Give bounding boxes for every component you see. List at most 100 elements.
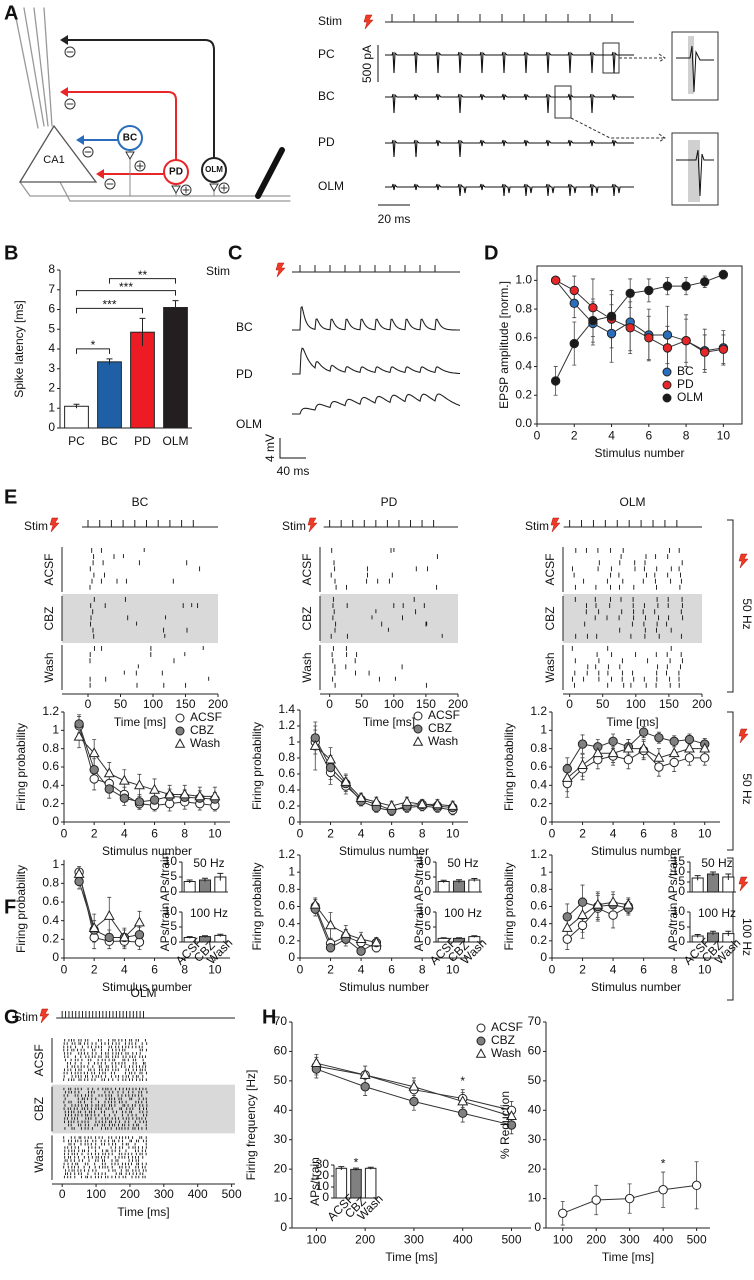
olm-soma bbox=[201, 157, 227, 183]
marker bbox=[700, 277, 710, 287]
x-axis-label: Stimulus number bbox=[339, 980, 429, 994]
spikes bbox=[90, 597, 199, 639]
trace-label: PD bbox=[318, 135, 335, 149]
marker bbox=[607, 896, 619, 907]
condition-shading bbox=[563, 594, 702, 643]
y-tick-label: 70 bbox=[528, 1014, 542, 1028]
y-tick-label: 10 bbox=[418, 904, 432, 918]
error-bar bbox=[172, 300, 179, 315]
y-axis-label: Firing probability bbox=[502, 862, 516, 950]
bar bbox=[452, 880, 466, 893]
bracket bbox=[727, 711, 734, 851]
bar bbox=[468, 879, 481, 893]
x-tick-label: 400 bbox=[653, 1232, 673, 1246]
y-tick-label: 1.2 bbox=[42, 704, 59, 718]
x-tick-label: 500 bbox=[501, 1232, 521, 1246]
marker bbox=[622, 898, 634, 909]
panel-a-diagram bbox=[13, 7, 291, 202]
stim-label: Stim bbox=[525, 519, 549, 533]
x-tick-label: 4 bbox=[608, 428, 615, 442]
x-tick-label: 2 bbox=[91, 962, 98, 976]
marker bbox=[103, 767, 115, 778]
marker bbox=[134, 797, 145, 807]
marker bbox=[355, 933, 367, 943]
x-tick-label: 200 bbox=[120, 1187, 140, 1201]
y-tick-label: 1 bbox=[288, 734, 295, 748]
legend-marker bbox=[662, 393, 672, 403]
category-label: OLM bbox=[162, 434, 188, 448]
error-bar bbox=[694, 875, 701, 881]
decoration bbox=[602, 42, 620, 74]
bar bbox=[183, 881, 196, 893]
x-tick-label: 10 bbox=[208, 826, 222, 840]
y-axis-label: APs/train bbox=[158, 903, 172, 952]
marker bbox=[506, 1120, 517, 1130]
error-bar bbox=[725, 930, 732, 936]
y-tick-label: 3 bbox=[48, 361, 55, 375]
bar bbox=[350, 1168, 362, 1199]
y-tick-label: 10 bbox=[274, 1191, 288, 1205]
panel-label: H bbox=[262, 1006, 276, 1028]
marker bbox=[325, 762, 336, 773]
series-line bbox=[555, 280, 724, 352]
inset-title: 100 Hz bbox=[698, 906, 736, 920]
series-line bbox=[566, 749, 705, 784]
x-tick-label: 8 bbox=[683, 428, 690, 442]
x-tick-label: 200 bbox=[448, 697, 468, 711]
y-tick-label: 5 bbox=[170, 919, 177, 933]
error-bar bbox=[186, 936, 193, 939]
legend-label: Wash bbox=[428, 734, 458, 748]
condition-label: ACSF bbox=[32, 1044, 46, 1076]
x-tick-label: 2 bbox=[579, 826, 586, 840]
error-bar bbox=[217, 933, 224, 937]
marker bbox=[662, 281, 673, 291]
marker bbox=[562, 934, 572, 944]
x-tick-label: 150 bbox=[416, 697, 436, 711]
legend-marker bbox=[412, 736, 424, 746]
condition-label: Wash bbox=[300, 652, 314, 682]
error-bar bbox=[217, 872, 224, 881]
y-tick-label: 20 bbox=[274, 1161, 288, 1175]
series-line bbox=[314, 737, 453, 812]
x-tick-label: 300 bbox=[154, 1187, 174, 1201]
condition-label: CBZ bbox=[32, 1097, 46, 1121]
marker bbox=[340, 775, 352, 786]
y-tick-label: 0 bbox=[170, 884, 177, 898]
legend-label: PD bbox=[677, 377, 694, 391]
legend-marker bbox=[475, 1048, 487, 1058]
x-tick-label: 200 bbox=[692, 697, 712, 711]
legend-label: ACSF bbox=[491, 1020, 523, 1034]
category-label: BC bbox=[101, 434, 118, 448]
marker bbox=[386, 799, 398, 810]
legend-marker bbox=[662, 367, 672, 377]
marker bbox=[74, 876, 84, 887]
condition-label: ACSF bbox=[300, 553, 314, 585]
marker bbox=[179, 788, 191, 799]
stim-icon bbox=[49, 517, 60, 533]
y-axis-label: APs/train bbox=[308, 1157, 322, 1206]
y-tick-label: 1.2 bbox=[278, 718, 295, 732]
x-tick-label: 6 bbox=[640, 826, 647, 840]
y-tick-label: 7 bbox=[48, 282, 55, 296]
marker bbox=[325, 919, 337, 930]
marker bbox=[569, 285, 579, 296]
cell-label: OLM bbox=[205, 165, 223, 174]
condition-label: Wash bbox=[32, 1143, 46, 1173]
decoration bbox=[676, 45, 714, 93]
y-tick-label: 50 bbox=[274, 1073, 288, 1087]
legend-marker bbox=[174, 738, 186, 748]
y-axis-label: Firing probability bbox=[502, 723, 516, 811]
condition-label: ACSF bbox=[543, 553, 557, 585]
x-tick-label: 200 bbox=[208, 697, 228, 711]
bar bbox=[130, 331, 155, 429]
marker bbox=[356, 946, 366, 956]
legend-label: Wash bbox=[190, 736, 220, 750]
y-tick-label: 0.4 bbox=[42, 778, 59, 792]
y-tick-label: 6 bbox=[48, 302, 55, 316]
marker bbox=[577, 909, 589, 919]
scale-bar bbox=[377, 45, 410, 206]
legend-label: CBZ bbox=[428, 721, 452, 735]
spikes bbox=[574, 597, 684, 639]
marker bbox=[149, 783, 161, 794]
inhibitory-signs bbox=[64, 46, 116, 190]
